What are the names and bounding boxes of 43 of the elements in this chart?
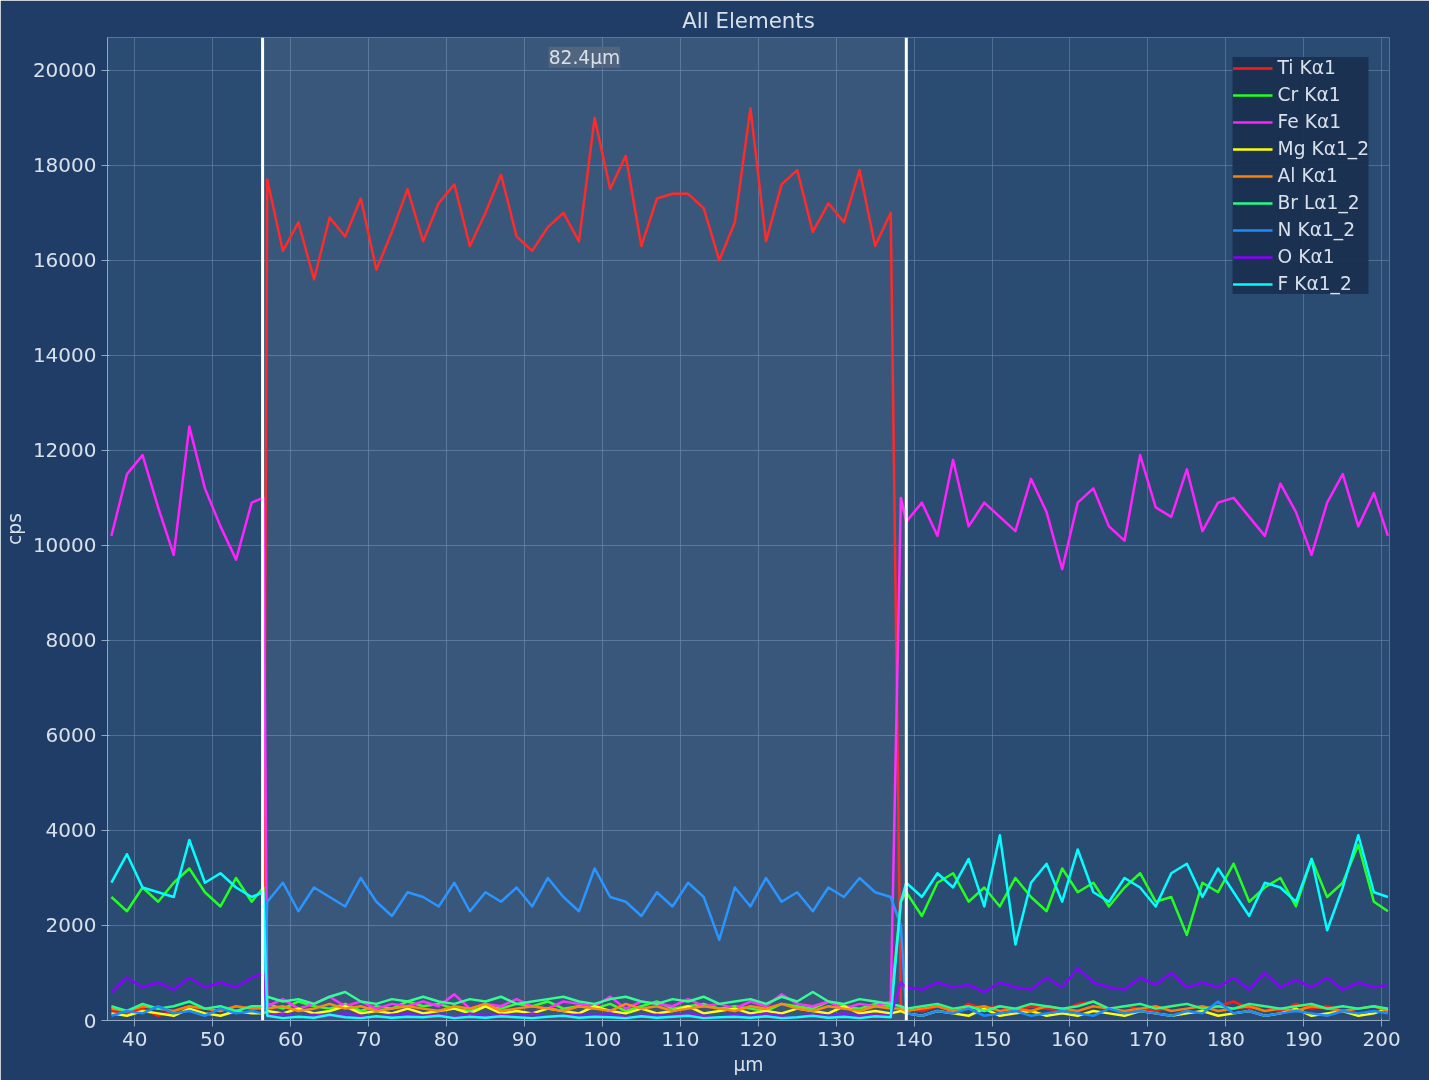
- x-tick-label: 120: [739, 1026, 778, 1051]
- y-tick-label: 20000: [32, 58, 97, 83]
- x-tick-label: 80: [433, 1026, 460, 1051]
- band-label: 82.4µm: [548, 46, 621, 68]
- y-tick-label: 6000: [45, 723, 97, 748]
- line-series: [110, 990, 1390, 1013]
- y-tick-label: 2000: [45, 913, 97, 938]
- y-tick-label: 10000: [32, 533, 97, 558]
- legend-label: Br Lα1_2: [1277, 192, 1360, 213]
- legend-label: Cr Kα1: [1277, 84, 1341, 105]
- y-tick-label: 14000: [32, 343, 97, 368]
- x-tick-label: 200: [1362, 1026, 1401, 1051]
- line-series: [110, 867, 1390, 1017]
- x-tick-label: 40: [122, 1026, 148, 1051]
- y-tick-label: 16000: [32, 248, 97, 273]
- legend-label: Al Kα1: [1277, 165, 1338, 186]
- x-tick-label: 160: [1050, 1026, 1090, 1051]
- y-tick-label: 0: [83, 1008, 97, 1033]
- legend-label: N Kα1_2: [1277, 219, 1356, 240]
- x-tick-label: 190: [1284, 1026, 1323, 1051]
- chart-title: All Elements: [682, 7, 815, 33]
- x-tick-label: 70: [355, 1026, 382, 1051]
- x-tick-label: 180: [1206, 1026, 1245, 1051]
- y-tick-label: 8000: [45, 628, 97, 653]
- x-tick-label: 100: [583, 1026, 622, 1051]
- x-tick-label: 110: [661, 1026, 700, 1051]
- y-tick-label: 4000: [45, 818, 97, 843]
- x-tick-label: 60: [277, 1026, 304, 1051]
- x-tick-label: 50: [199, 1026, 226, 1051]
- legend-label: Mg Kα1_2: [1277, 138, 1369, 159]
- x-tick-label: 170: [1128, 1026, 1168, 1051]
- legend-label: Ti Kα1: [1277, 57, 1336, 78]
- x-tick-label: 130: [817, 1026, 856, 1051]
- legend-label: O Kα1: [1277, 246, 1335, 267]
- x-tick-label: 150: [972, 1026, 1012, 1051]
- x-tick-label: 140: [895, 1026, 934, 1051]
- x-tick-label: 90: [511, 1026, 538, 1051]
- y-tick-label: 18000: [32, 153, 97, 178]
- legend-label: Fe Kα1: [1277, 111, 1342, 132]
- y-tick-label: 12000: [32, 438, 97, 463]
- y-axis-title: cps: [3, 513, 25, 545]
- x-axis-title: µm: [733, 1053, 764, 1075]
- legend-label: F Kα1_2: [1277, 273, 1352, 294]
